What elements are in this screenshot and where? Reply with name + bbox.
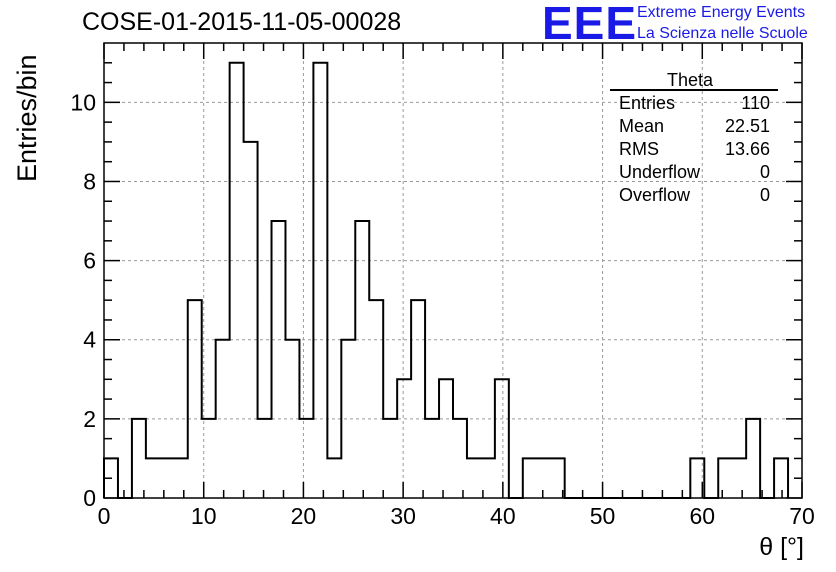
y-tick-label: 4 bbox=[83, 327, 96, 353]
x-tick-label: 20 bbox=[291, 503, 317, 529]
stats-title: Theta bbox=[667, 70, 714, 90]
histogram-bin bbox=[439, 379, 453, 498]
stats-label: Mean bbox=[619, 116, 665, 136]
logo-line-1: Extreme Energy Events bbox=[637, 4, 806, 21]
x-tick-label: 40 bbox=[490, 503, 516, 529]
stats-label: RMS bbox=[619, 139, 659, 159]
chart-title: COSE-01-2015-11-05-00028 bbox=[82, 8, 402, 36]
histogram-bin bbox=[495, 379, 509, 498]
y-tick-label: 0 bbox=[83, 485, 96, 511]
logo-line-2: La Scienza nelle Scuole bbox=[637, 25, 808, 42]
histogram-bin bbox=[230, 63, 244, 498]
y-tick-label: 8 bbox=[83, 168, 96, 194]
histogram-bin bbox=[732, 458, 746, 498]
stats-label: Overflow bbox=[619, 185, 691, 205]
stats-label: Entries bbox=[619, 93, 676, 113]
y-tick-label: 10 bbox=[70, 89, 96, 115]
histogram-bin bbox=[746, 419, 760, 498]
histogram-bin bbox=[467, 458, 481, 498]
histogram-bin bbox=[453, 419, 467, 498]
histogram-bin bbox=[313, 63, 327, 498]
eee-logo: EEE bbox=[542, 0, 638, 49]
x-tick-label: 60 bbox=[689, 503, 715, 529]
y-tick-label: 2 bbox=[83, 406, 96, 432]
histogram-bin bbox=[299, 419, 313, 498]
histogram-bin bbox=[258, 419, 272, 498]
histogram-bin bbox=[369, 300, 383, 498]
histogram-bin bbox=[537, 458, 551, 498]
histogram-bin bbox=[174, 458, 188, 498]
histogram-bin bbox=[160, 458, 174, 498]
histogram-bin bbox=[355, 221, 369, 498]
histogram-bin bbox=[327, 458, 341, 498]
histogram-bin bbox=[411, 300, 425, 498]
histogram-outline bbox=[103, 61, 790, 499]
x-axis-label: θ [°] bbox=[759, 533, 804, 561]
histogram-bin bbox=[341, 340, 355, 498]
stats-value: 0 bbox=[759, 185, 770, 205]
x-tick-label: 50 bbox=[590, 503, 616, 529]
stats-value: 22.51 bbox=[724, 116, 770, 136]
y-tick-label: 6 bbox=[83, 248, 96, 274]
stats-value: 13.66 bbox=[724, 139, 770, 159]
x-tick-label: 70 bbox=[789, 503, 815, 529]
histogram-bin bbox=[397, 379, 411, 498]
histogram-bin bbox=[188, 300, 202, 498]
histogram-bin bbox=[272, 221, 286, 498]
stats-label: Underflow bbox=[619, 162, 701, 182]
histogram-bin bbox=[774, 458, 788, 498]
histogram-bin bbox=[383, 419, 397, 498]
histogram-bin bbox=[132, 419, 146, 498]
plot-frame bbox=[103, 42, 803, 499]
histogram-bin bbox=[718, 458, 732, 498]
x-tick-label: 30 bbox=[390, 503, 416, 529]
histogram-bin bbox=[146, 458, 160, 498]
x-tick-label: 0 bbox=[98, 503, 111, 529]
histogram-bin bbox=[523, 458, 537, 498]
histogram-bin bbox=[425, 419, 439, 498]
x-tick-label: 10 bbox=[191, 503, 217, 529]
stats-value: 110 bbox=[741, 93, 770, 113]
histogram-bin bbox=[244, 142, 258, 498]
histogram-bin bbox=[216, 340, 230, 498]
stats-value: 0 bbox=[759, 162, 770, 182]
